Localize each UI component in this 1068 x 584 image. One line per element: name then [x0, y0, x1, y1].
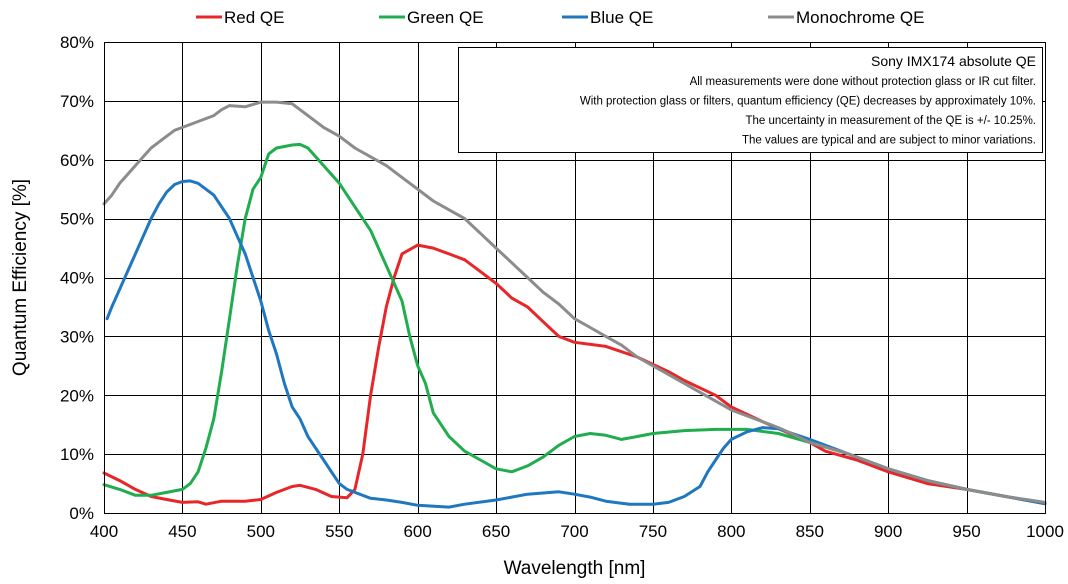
x-tick-label: 700	[560, 522, 588, 541]
x-tick-label: 950	[952, 522, 980, 541]
y-tick-label: 60%	[60, 151, 94, 170]
x-tick-label: 1000	[1026, 522, 1064, 541]
y-tick-label: 0%	[69, 504, 94, 523]
x-tick-label: 600	[403, 522, 431, 541]
x-tick-label: 650	[482, 522, 510, 541]
x-tick-label: 750	[639, 522, 667, 541]
y-tick-label: 50%	[60, 210, 94, 229]
x-tick-labels: 400 450 500 550 600 650 700 750 800 850 900 950 1000	[90, 522, 1064, 541]
y-tick-label: 40%	[60, 269, 94, 288]
x-tick-label: 850	[796, 522, 824, 541]
y-axis-label: Quantum Efficiency [%]	[10, 179, 31, 376]
plot-frame	[103, 41, 1047, 515]
annotation-line: The uncertainty in measurement of the QE…	[745, 115, 1036, 127]
x-tick-label: 800	[717, 522, 745, 541]
legend-label: Monochrome QE	[796, 8, 925, 27]
series-lines	[102, 100, 1047, 509]
x-tick-label: 500	[247, 522, 275, 541]
legend: Red QE Green QE Blue QE Monochrome QE	[196, 8, 925, 27]
x-tick-label: 400	[90, 522, 118, 541]
legend-label: Green QE	[407, 8, 484, 27]
legend-label: Red QE	[224, 8, 284, 27]
y-tick-label: 70%	[60, 92, 94, 111]
x-axis-label: Wavelength [nm]	[504, 558, 646, 579]
series-line-monochrome-qe	[102, 100, 1047, 504]
x-tick-label: 550	[325, 522, 353, 541]
series-line-blue-qe	[105, 179, 1047, 509]
y-tick-label: 30%	[60, 327, 94, 346]
annotation-line: All measurements were done without prote…	[690, 76, 1036, 88]
x-tick-label: 900	[874, 522, 902, 541]
y-tick-label: 20%	[60, 386, 94, 405]
legend-label: Blue QE	[590, 8, 653, 27]
x-tick-label: 450	[168, 522, 196, 541]
annotation-line: The values are typical and are subject t…	[742, 135, 1036, 147]
annotation-box: Sony IMX174 absolute QE All measurements…	[458, 47, 1043, 153]
annotation-title: Sony IMX174 absolute QE	[871, 53, 1036, 69]
series-line-red-qe	[102, 243, 1047, 506]
y-tick-label: 10%	[60, 445, 94, 464]
series-line-green-qe	[102, 142, 1047, 506]
y-tick-labels: 0% 10% 20% 30% 40% 50% 60% 70% 80%	[60, 33, 94, 523]
y-tick-label: 80%	[60, 33, 94, 52]
annotation-line: With protection glass or filters, quantu…	[580, 96, 1036, 108]
